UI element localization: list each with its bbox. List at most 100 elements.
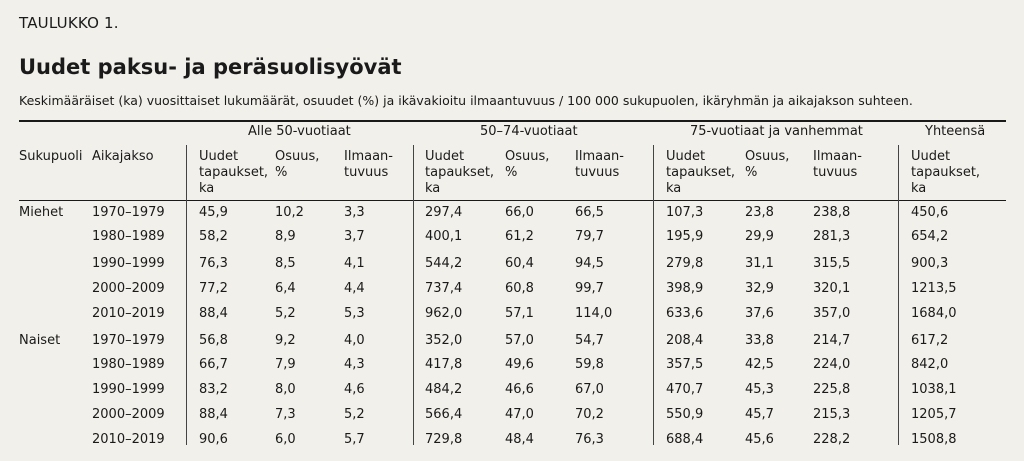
table-subtitle: Keskimääräiset (ka) vuosittaiset lukumää… <box>19 93 913 108</box>
column-header-share: Osuus,% <box>505 149 550 180</box>
table-cell: 1684,0 <box>911 306 957 321</box>
period-cell: 1980–1989 <box>92 229 165 244</box>
group-header: Yhteensä <box>925 124 986 139</box>
period-cell: 1990–1999 <box>92 382 165 397</box>
table-cell: 8,5 <box>275 256 296 271</box>
table-cell: 37,6 <box>745 306 774 321</box>
table-cell: 617,2 <box>911 333 949 348</box>
table-cell: 76,3 <box>199 256 228 271</box>
column-header-cases: Uudet tapaukset, ka <box>911 149 981 196</box>
table-cell: 42,5 <box>745 357 774 372</box>
table-cell: 57,0 <box>505 333 534 348</box>
table-cell: 215,3 <box>813 407 851 422</box>
table-cell: 45,9 <box>199 205 228 220</box>
table-cell: 33,8 <box>745 333 774 348</box>
column-header-cases: Uudet tapaukset, ka <box>199 149 269 196</box>
table-cell: 45,6 <box>745 432 774 447</box>
table-cell: 5,2 <box>275 306 296 321</box>
table-cell: 5,2 <box>344 407 365 422</box>
table-cell: 4,6 <box>344 382 365 397</box>
top-rule <box>19 120 1006 122</box>
table-cell: 6,4 <box>275 281 296 296</box>
table-cell: 59,8 <box>575 357 604 372</box>
table-cell: 23,8 <box>745 205 774 220</box>
table-cell: 99,7 <box>575 281 604 296</box>
column-header-cases: Uudet tapaukset, ka <box>425 149 495 196</box>
table-cell: 1213,5 <box>911 281 957 296</box>
table-cell: 61,2 <box>505 229 534 244</box>
header-bottom-rule <box>19 200 1006 201</box>
table-cell: 4,3 <box>344 357 365 372</box>
column-header-share: Osuus,% <box>275 149 320 180</box>
table-cell: 842,0 <box>911 357 949 372</box>
table-cell: 633,6 <box>666 306 704 321</box>
table-cell: 107,3 <box>666 205 704 220</box>
row-group-label: Miehet <box>19 205 64 220</box>
table-cell: 67,0 <box>575 382 604 397</box>
table-cell: 3,7 <box>344 229 365 244</box>
table-cell: 66,0 <box>505 205 534 220</box>
table-cell: 57,1 <box>505 306 534 321</box>
table-cell: 654,2 <box>911 229 949 244</box>
table-cell: 1038,1 <box>911 382 957 397</box>
table-cell: 729,8 <box>425 432 463 447</box>
column-header-share: Osuus,% <box>745 149 790 180</box>
table-cell: 214,7 <box>813 333 851 348</box>
table-cell: 279,8 <box>666 256 704 271</box>
table-cell: 66,5 <box>575 205 604 220</box>
table-cell: 29,9 <box>745 229 774 244</box>
table-cell: 32,9 <box>745 281 774 296</box>
table-cell: 5,3 <box>344 306 365 321</box>
table-cell: 238,8 <box>813 205 851 220</box>
table-cell: 77,2 <box>199 281 228 296</box>
table-cell: 8,9 <box>275 229 296 244</box>
table-cell: 70,2 <box>575 407 604 422</box>
column-separator <box>413 145 414 445</box>
period-cell: 2010–2019 <box>92 306 165 321</box>
table-cell: 76,3 <box>575 432 604 447</box>
table-cell: 1508,8 <box>911 432 957 447</box>
table-cell: 544,2 <box>425 256 463 271</box>
table-cell: 737,4 <box>425 281 463 296</box>
table-cell: 225,8 <box>813 382 851 397</box>
table-cell: 688,4 <box>666 432 704 447</box>
table-cell: 45,3 <box>745 382 774 397</box>
table-cell: 88,4 <box>199 306 228 321</box>
column-separator <box>898 145 899 445</box>
group-header: 75-vuotiaat ja vanhemmat <box>690 124 863 139</box>
column-header-incidence: Ilmaan-tuvuus <box>575 149 624 180</box>
table-cell: 3,3 <box>344 205 365 220</box>
column-header-cases: Uudet tapaukset, ka <box>666 149 736 196</box>
table-cell: 228,2 <box>813 432 851 447</box>
table-title: Uudet paksu- ja peräsuolisyövät <box>19 55 402 79</box>
table-cell: 48,4 <box>505 432 534 447</box>
period-cell: 2010–2019 <box>92 432 165 447</box>
table-cell: 8,0 <box>275 382 296 397</box>
period-cell: 1970–1979 <box>92 205 165 220</box>
period-cell: 1980–1989 <box>92 357 165 372</box>
table-cell: 54,7 <box>575 333 604 348</box>
table-cell: 90,6 <box>199 432 228 447</box>
table-cell: 470,7 <box>666 382 704 397</box>
table-cell: 49,6 <box>505 357 534 372</box>
table-cell: 550,9 <box>666 407 704 422</box>
table-cell: 1205,7 <box>911 407 957 422</box>
table-cell: 9,2 <box>275 333 296 348</box>
table-cell: 297,4 <box>425 205 463 220</box>
table-cell: 357,0 <box>813 306 851 321</box>
table-cell: 6,0 <box>275 432 296 447</box>
row-group-label: Naiset <box>19 333 61 348</box>
table-cell: 60,4 <box>505 256 534 271</box>
table-cell: 315,5 <box>813 256 851 271</box>
column-header-period: Aikajakso <box>92 149 154 164</box>
column-separator <box>653 145 654 445</box>
table-cell: 195,9 <box>666 229 704 244</box>
table-cell: 88,4 <box>199 407 228 422</box>
table-cell: 79,7 <box>575 229 604 244</box>
table-cell: 66,7 <box>199 357 228 372</box>
table-cell: 45,7 <box>745 407 774 422</box>
table-cell: 352,0 <box>425 333 463 348</box>
table-cell: 47,0 <box>505 407 534 422</box>
table-cell: 962,0 <box>425 306 463 321</box>
group-header: Alle 50-vuotiaat <box>248 124 351 139</box>
